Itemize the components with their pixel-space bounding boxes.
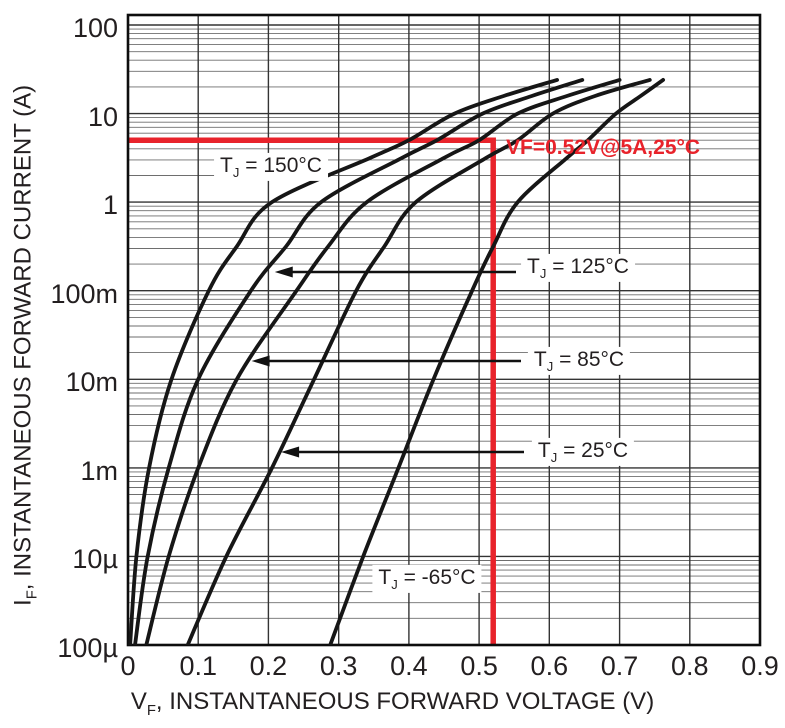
x-tick-label: 0.9: [741, 651, 779, 681]
y-tick-label: 1m: [80, 455, 118, 486]
y-tick-label: 100µ: [57, 633, 118, 663]
curve-tj-125c: [133, 78, 585, 645]
grid-major-lines: [128, 15, 760, 646]
curve-tj-85c: [144, 78, 622, 645]
y-tick-label: 10: [87, 101, 118, 132]
x-tick-label: 0.7: [600, 651, 639, 681]
curve-tj-150c: [128, 78, 559, 645]
x-axis-title: VF, INSTANTANEOUS FORWARD VOLTAGE (V): [130, 688, 655, 719]
x-tick-label: 0.1: [179, 651, 217, 681]
curve-tj-25c: [185, 78, 652, 645]
x-tick-label: 0.6: [530, 651, 569, 681]
plot-border: [126, 13, 762, 647]
x-tick-label: 0.4: [390, 651, 428, 681]
y-tick-label: 100: [72, 13, 118, 43]
x-tick-label: 0.8: [670, 651, 709, 681]
vf-measurement-annotation: VF=0.52V@5A,25°C: [506, 136, 701, 159]
x-tick-label: 0.5: [460, 651, 498, 681]
x-tick-label: 0.3: [319, 651, 358, 681]
y-tick-label: 100m: [50, 278, 118, 309]
curve-label-tj85c: TJ = 85°C: [527, 346, 631, 376]
curve-label-tj-65c: TJ = -65°C: [372, 564, 482, 594]
y-tick-label: 10m: [65, 367, 118, 398]
curve-tj-minus65c: [328, 78, 665, 645]
curve-label-arrowhead: [281, 446, 300, 458]
curve-label-tj150c: TJ = 150°C: [214, 152, 328, 182]
curve-label-tj125c: TJ = 125°C: [521, 253, 635, 283]
curve-label-arrowhead: [274, 266, 293, 278]
red-cursor-lines: [128, 137, 496, 645]
y-tick-label: 10µ: [72, 544, 118, 575]
x-tick-label: 0: [120, 651, 136, 681]
curve-label-tj25c: TJ = 25°C: [531, 437, 635, 467]
curve-label-arrowhead: [251, 355, 270, 367]
x-tick-label: 0.2: [249, 651, 288, 681]
y-tick-label: 1: [102, 190, 118, 221]
